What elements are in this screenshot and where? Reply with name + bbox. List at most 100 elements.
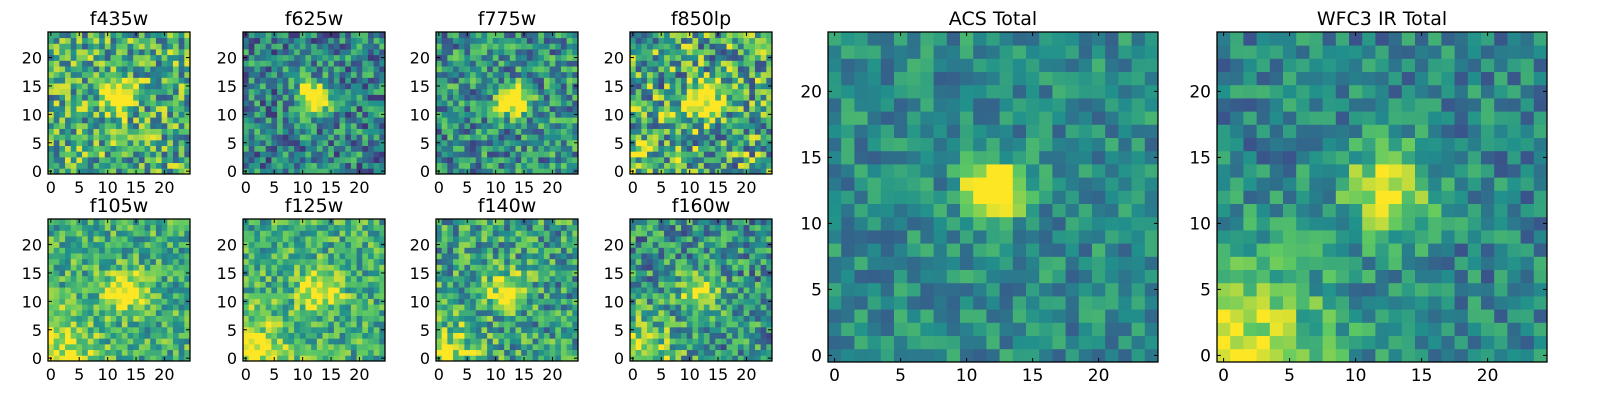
heatmap-cell — [333, 37, 340, 44]
heatmap-cell — [515, 219, 522, 226]
heatmap-cell — [749, 60, 756, 67]
heatmap-cell — [709, 88, 716, 95]
heatmap-cell — [453, 54, 460, 61]
heatmap-cell — [538, 54, 545, 61]
heatmap-cell — [686, 94, 693, 101]
heatmap-cell — [277, 105, 284, 112]
heatmap-cell — [299, 292, 306, 299]
heatmap-cell — [475, 292, 482, 299]
heatmap-cell — [498, 338, 505, 345]
heatmap-cell — [703, 111, 710, 118]
heatmap-cell — [652, 270, 659, 277]
heatmap-cell — [345, 43, 352, 50]
heatmap-cell — [294, 219, 301, 226]
heatmap-cell — [282, 128, 289, 135]
heatmap-cell — [367, 88, 375, 95]
heatmap-cell — [509, 292, 516, 299]
heatmap-cell — [464, 83, 471, 90]
heatmap-cell — [311, 105, 318, 112]
heatmap-cell — [70, 88, 77, 95]
heatmap-cell — [155, 332, 162, 339]
heatmap-cell — [703, 122, 710, 129]
heatmap-cell — [328, 66, 335, 73]
heatmap-cell — [104, 156, 111, 164]
heatmap-cell — [703, 275, 710, 282]
heatmap-cell — [104, 224, 111, 231]
heatmap-cell — [167, 230, 174, 237]
heatmap-cell — [560, 230, 568, 237]
heatmap-cell — [322, 100, 329, 107]
heatmap-cell — [526, 230, 533, 237]
heatmap-cell — [732, 349, 739, 356]
heatmap-cell — [104, 253, 111, 260]
x-tick-label: 5 — [462, 365, 472, 384]
heatmap-cell — [658, 94, 665, 101]
heatmap-cell — [675, 326, 682, 333]
heatmap-cell — [116, 230, 123, 237]
heatmap-cell — [367, 281, 375, 288]
heatmap-cell — [87, 168, 94, 175]
heatmap-cell — [532, 264, 539, 271]
heatmap-cell — [492, 287, 499, 294]
heatmap-cell — [566, 43, 573, 50]
heatmap-cell — [99, 32, 106, 39]
heatmap-cell — [362, 343, 369, 351]
heatmap-cell — [328, 270, 335, 277]
heatmap-cell — [70, 32, 77, 39]
heatmap-cell — [743, 139, 750, 146]
heatmap-cell — [248, 66, 255, 73]
heatmap-cell — [144, 145, 151, 152]
heatmap-cell — [277, 145, 284, 152]
heatmap-cell — [447, 253, 454, 260]
heatmap-cell — [172, 219, 180, 226]
heatmap-cell — [436, 156, 443, 164]
heatmap-cell — [549, 270, 556, 277]
heatmap-cell — [305, 230, 312, 237]
heatmap-cell — [560, 241, 568, 248]
heatmap-cell — [288, 162, 295, 169]
heatmap-cell — [311, 94, 318, 101]
heatmap-cell — [155, 304, 162, 311]
heatmap-cell — [453, 37, 460, 44]
heatmap-cell — [373, 304, 380, 311]
heatmap-cell — [76, 54, 83, 61]
heatmap-cell — [647, 315, 654, 322]
heatmap-cell — [328, 105, 335, 112]
heatmap-cell — [322, 156, 329, 164]
heatmap-cell — [515, 145, 522, 152]
heatmap-cell — [543, 168, 550, 175]
heatmap-cell — [305, 247, 312, 254]
heatmap-cell — [110, 168, 117, 175]
heatmap-cell — [532, 162, 539, 169]
heatmap-cell — [339, 49, 346, 56]
heatmap-cell — [248, 292, 255, 299]
heatmap-cell — [447, 128, 454, 135]
heatmap-cell — [715, 139, 722, 146]
heatmap-cell — [664, 332, 671, 339]
heatmap-cell — [453, 66, 460, 73]
heatmap-cell — [441, 332, 448, 339]
heatmap-cell — [641, 332, 648, 339]
heatmap-cell — [110, 338, 117, 345]
heatmap-cell — [248, 156, 255, 164]
heatmap-cell — [481, 111, 488, 118]
heatmap-cell — [345, 54, 352, 61]
heatmap-cell — [709, 156, 716, 164]
heatmap-cell — [356, 43, 363, 50]
heatmap-cell — [458, 309, 465, 316]
heatmap-cell — [732, 332, 739, 339]
heatmap-cell — [362, 32, 369, 39]
heatmap-cell — [532, 287, 539, 294]
heatmap-cell — [475, 275, 482, 282]
heatmap-cell — [635, 117, 642, 124]
heatmap-cell — [532, 60, 539, 67]
heatmap-cell — [686, 332, 693, 339]
heatmap-cell — [311, 287, 318, 294]
heatmap-cell — [498, 304, 505, 311]
heatmap-cell — [271, 117, 278, 124]
heatmap-cell — [161, 43, 168, 50]
heatmap-cell — [641, 275, 648, 282]
heatmap-cell — [339, 309, 346, 316]
heatmap-cell — [299, 230, 306, 237]
heatmap-cell — [65, 219, 72, 226]
